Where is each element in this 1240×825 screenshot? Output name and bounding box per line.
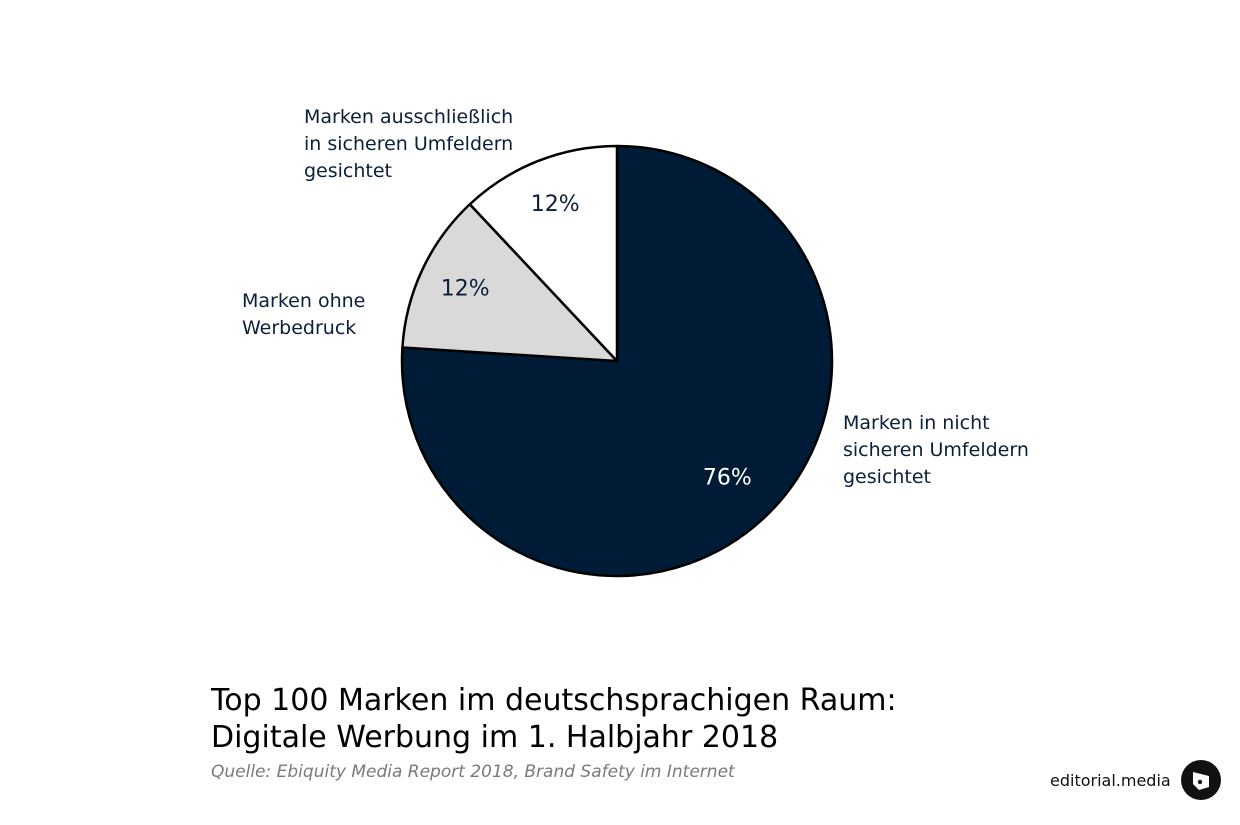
chart-source: Quelle: Ebiquity Media Report 2018, Bran… [211,762,735,782]
brand[interactable]: editorial.media [1050,760,1221,800]
slice-value-label: 76% [703,466,752,491]
slice-value-label: 12% [531,192,580,217]
pie-slice [401,203,619,363]
slice-category-label: Marken in nicht sicheren Umfeldern gesic… [843,412,1029,488]
chart-title-line: Digitale Werbung im 1. Halbjahr 2018 [211,720,779,755]
chart-title: Top 100 Marken im deutschsprachigen Raum… [211,682,1111,756]
slice-value-label: 12% [441,277,490,302]
brand-name: editorial.media [1050,770,1171,790]
slice-category-label: Marken ohne Werbedruck [242,290,366,339]
pie-slice [468,144,619,363]
editorial-media-logo-icon [1180,760,1221,800]
chart-title-line: Top 100 Marken im deutschsprachigen Raum… [211,683,897,718]
slice-category-label: Marken ausschließlich in sicheren Umfeld… [304,106,514,182]
